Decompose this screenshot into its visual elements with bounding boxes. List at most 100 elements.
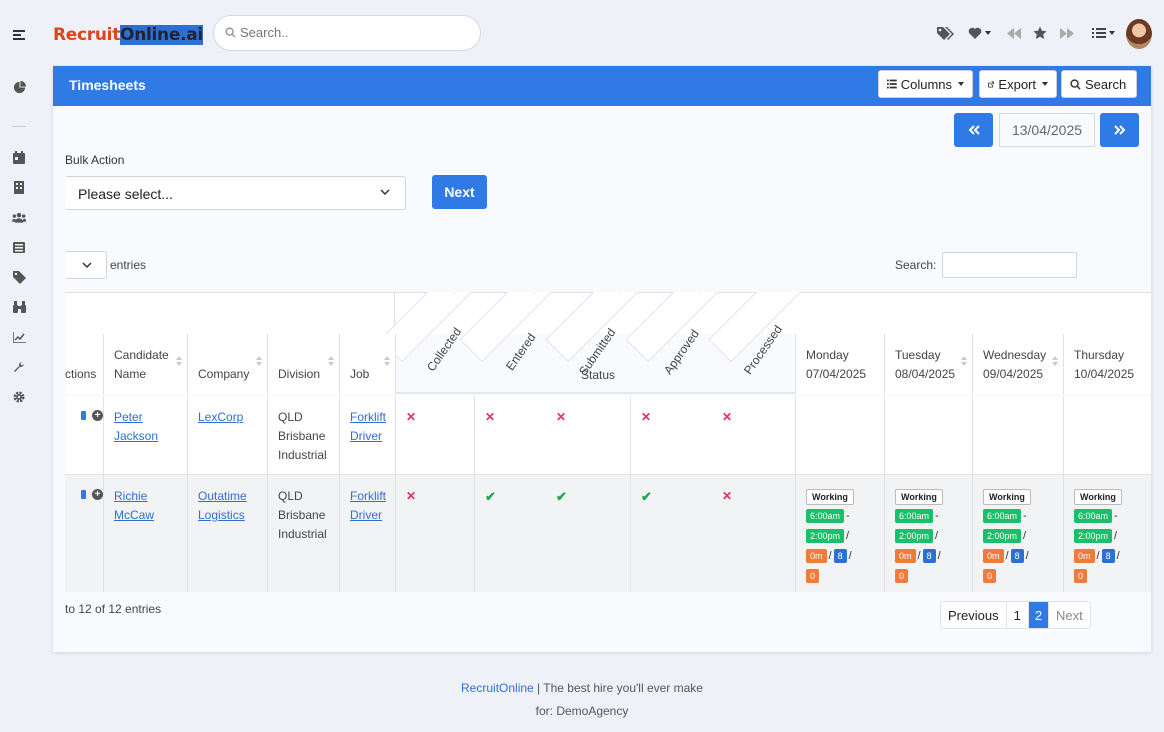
header-day-wednesday[interactable]: Wednesday 09/04/2025 xyxy=(973,334,1064,394)
cell-wednesday[interactable]: Working 6:00am - 2:00pm/ 0m/8/ 0 xyxy=(973,475,1064,592)
chevron-down-icon xyxy=(82,262,92,269)
columns-button[interactable]: Columns xyxy=(878,70,973,98)
cell-candidate: Peter Jackson xyxy=(104,396,188,474)
sort-icon xyxy=(1052,356,1059,368)
job-link[interactable]: Forklift Driver xyxy=(350,410,386,443)
header-status-group xyxy=(396,334,796,394)
cell-status-approved-processed: ✕ ✕ xyxy=(631,396,796,474)
search-icon xyxy=(1070,78,1081,90)
header-actions[interactable]: ctions xyxy=(65,334,104,394)
candidate-link[interactable]: Richie McCaw xyxy=(114,489,155,522)
check-icon: ✔ xyxy=(641,489,652,504)
bulk-next-button[interactable]: Next xyxy=(432,175,487,209)
list-menu-icon[interactable] xyxy=(1092,24,1115,42)
shift-type-badge: Working xyxy=(806,489,854,505)
pagination-page-1[interactable]: 1 xyxy=(1007,602,1029,628)
rewind-icon[interactable] xyxy=(1007,24,1021,42)
export-label: Export xyxy=(998,76,1036,92)
table-search-label: Search: xyxy=(895,258,937,272)
header-day-thursday[interactable]: Thursday 10/04/2025 xyxy=(1064,334,1151,394)
app-logo[interactable]: RecruitOnline.ai xyxy=(53,25,203,45)
header-company-label: Company xyxy=(198,367,250,381)
day-name: Tuesday xyxy=(895,348,941,362)
export-button[interactable]: Export xyxy=(979,70,1057,98)
timesheets-table: Collected Entered Submitted Approved Pro… xyxy=(65,292,1151,592)
cell-tuesday[interactable] xyxy=(885,396,973,474)
header-division[interactable]: Division xyxy=(268,334,340,394)
cell-thursday[interactable] xyxy=(1064,396,1151,474)
building-icon[interactable] xyxy=(12,180,26,194)
tag-icon[interactable] xyxy=(12,270,26,284)
menu-toggle-icon[interactable] xyxy=(13,30,25,40)
line-chart-icon[interactable] xyxy=(12,330,26,344)
user-avatar[interactable] xyxy=(1126,19,1152,49)
cross-icon: ✕ xyxy=(556,410,567,424)
company-link[interactable]: Outatime Logistics xyxy=(198,489,247,522)
day-date: 10/04/2025 xyxy=(1074,367,1135,381)
search-label: Search xyxy=(1085,76,1127,92)
entries-length-select[interactable] xyxy=(65,251,107,279)
day-date: 07/04/2025 xyxy=(806,367,867,381)
header-candidate-name[interactable]: Candidate Name xyxy=(104,334,188,394)
week-date-input[interactable]: 13/04/2025 xyxy=(999,113,1095,147)
wrench-icon[interactable] xyxy=(12,360,26,374)
star-icon[interactable] xyxy=(1033,24,1047,42)
list-alt-icon[interactable] xyxy=(12,240,26,254)
forward-icon[interactable] xyxy=(1060,24,1074,42)
cell-monday[interactable] xyxy=(796,396,885,474)
header-day-monday[interactable]: Monday 07/04/2025 xyxy=(796,334,885,394)
hours-badge: 8 xyxy=(922,549,936,563)
columns-label: Columns xyxy=(900,76,952,92)
cell-wednesday[interactable] xyxy=(973,396,1064,474)
global-search-input[interactable] xyxy=(240,25,460,40)
cell-monday[interactable]: Working 6:00am - 2:00pm/ 0m/8/ 0 xyxy=(796,475,885,592)
edit-icon[interactable] xyxy=(81,411,86,420)
pie-chart-icon[interactable] xyxy=(12,80,26,94)
header-job[interactable]: Job xyxy=(340,334,396,394)
day-name: Wednesday xyxy=(983,348,1047,362)
header-job-label: Job xyxy=(350,367,370,381)
pagination-next[interactable]: Next xyxy=(1056,607,1083,623)
heart-icon[interactable] xyxy=(968,24,991,42)
binoculars-icon[interactable] xyxy=(12,300,26,314)
calendar-icon[interactable] xyxy=(12,150,26,164)
pagination-page-2[interactable]: 2 xyxy=(1028,602,1050,628)
search-button[interactable]: Search xyxy=(1061,70,1137,98)
footer-brand-link[interactable]: RecruitOnline xyxy=(461,681,534,695)
global-search[interactable] xyxy=(213,15,481,51)
company-link[interactable]: LexCorp xyxy=(198,410,244,424)
cell-tuesday[interactable]: Working 6:00am - 2:00pm/ 0m/8/ 0 xyxy=(885,475,973,592)
add-icon[interactable]: + xyxy=(92,489,103,500)
logo-text-online: Online.ai xyxy=(120,25,203,45)
candidate-link[interactable]: Peter Jackson xyxy=(114,410,159,443)
tags-icon[interactable] xyxy=(936,24,954,42)
bulk-action-select[interactable]: Please select... xyxy=(65,176,406,210)
chevron-down-icon xyxy=(1042,82,1048,86)
cell-thursday[interactable]: Working 6:00am - 2:00pm/ 0m/8/ 0 xyxy=(1064,475,1151,592)
header-candidate-label: Candidate Name xyxy=(114,348,169,381)
next-week-button[interactable] xyxy=(1100,113,1139,147)
edit-icon[interactable] xyxy=(81,490,86,499)
sort-icon xyxy=(617,292,624,294)
users-icon[interactable] xyxy=(12,210,26,224)
shift-type-badge: Working xyxy=(895,489,943,505)
gear-icon[interactable] xyxy=(12,390,26,404)
header-company[interactable]: Company xyxy=(188,334,268,394)
table-header-row: ctions Candidate Name Company Division J… xyxy=(65,334,1151,394)
table-search-input[interactable] xyxy=(942,252,1077,278)
previous-week-button[interactable] xyxy=(954,113,993,147)
day-name: Monday xyxy=(806,348,849,362)
pagination-previous[interactable]: Previous xyxy=(941,602,1007,628)
shift-start-badge: 6:00am xyxy=(1074,509,1113,523)
sort-icon xyxy=(384,356,391,368)
header-day-tuesday[interactable]: Tuesday 08/04/2025 xyxy=(885,334,973,394)
job-link[interactable]: Forklift Driver xyxy=(350,489,386,522)
break-badge: 0m xyxy=(983,549,1004,563)
cell-status-entered-submitted: ✔ ✔ xyxy=(475,475,631,592)
break-badge: 0m xyxy=(895,549,916,563)
cell-candidate: Richie McCaw xyxy=(104,475,188,592)
chevron-down-icon xyxy=(380,189,390,196)
extra-badge: 0 xyxy=(895,569,909,583)
cross-icon: ✕ xyxy=(406,410,417,424)
add-icon[interactable]: + xyxy=(92,410,103,421)
